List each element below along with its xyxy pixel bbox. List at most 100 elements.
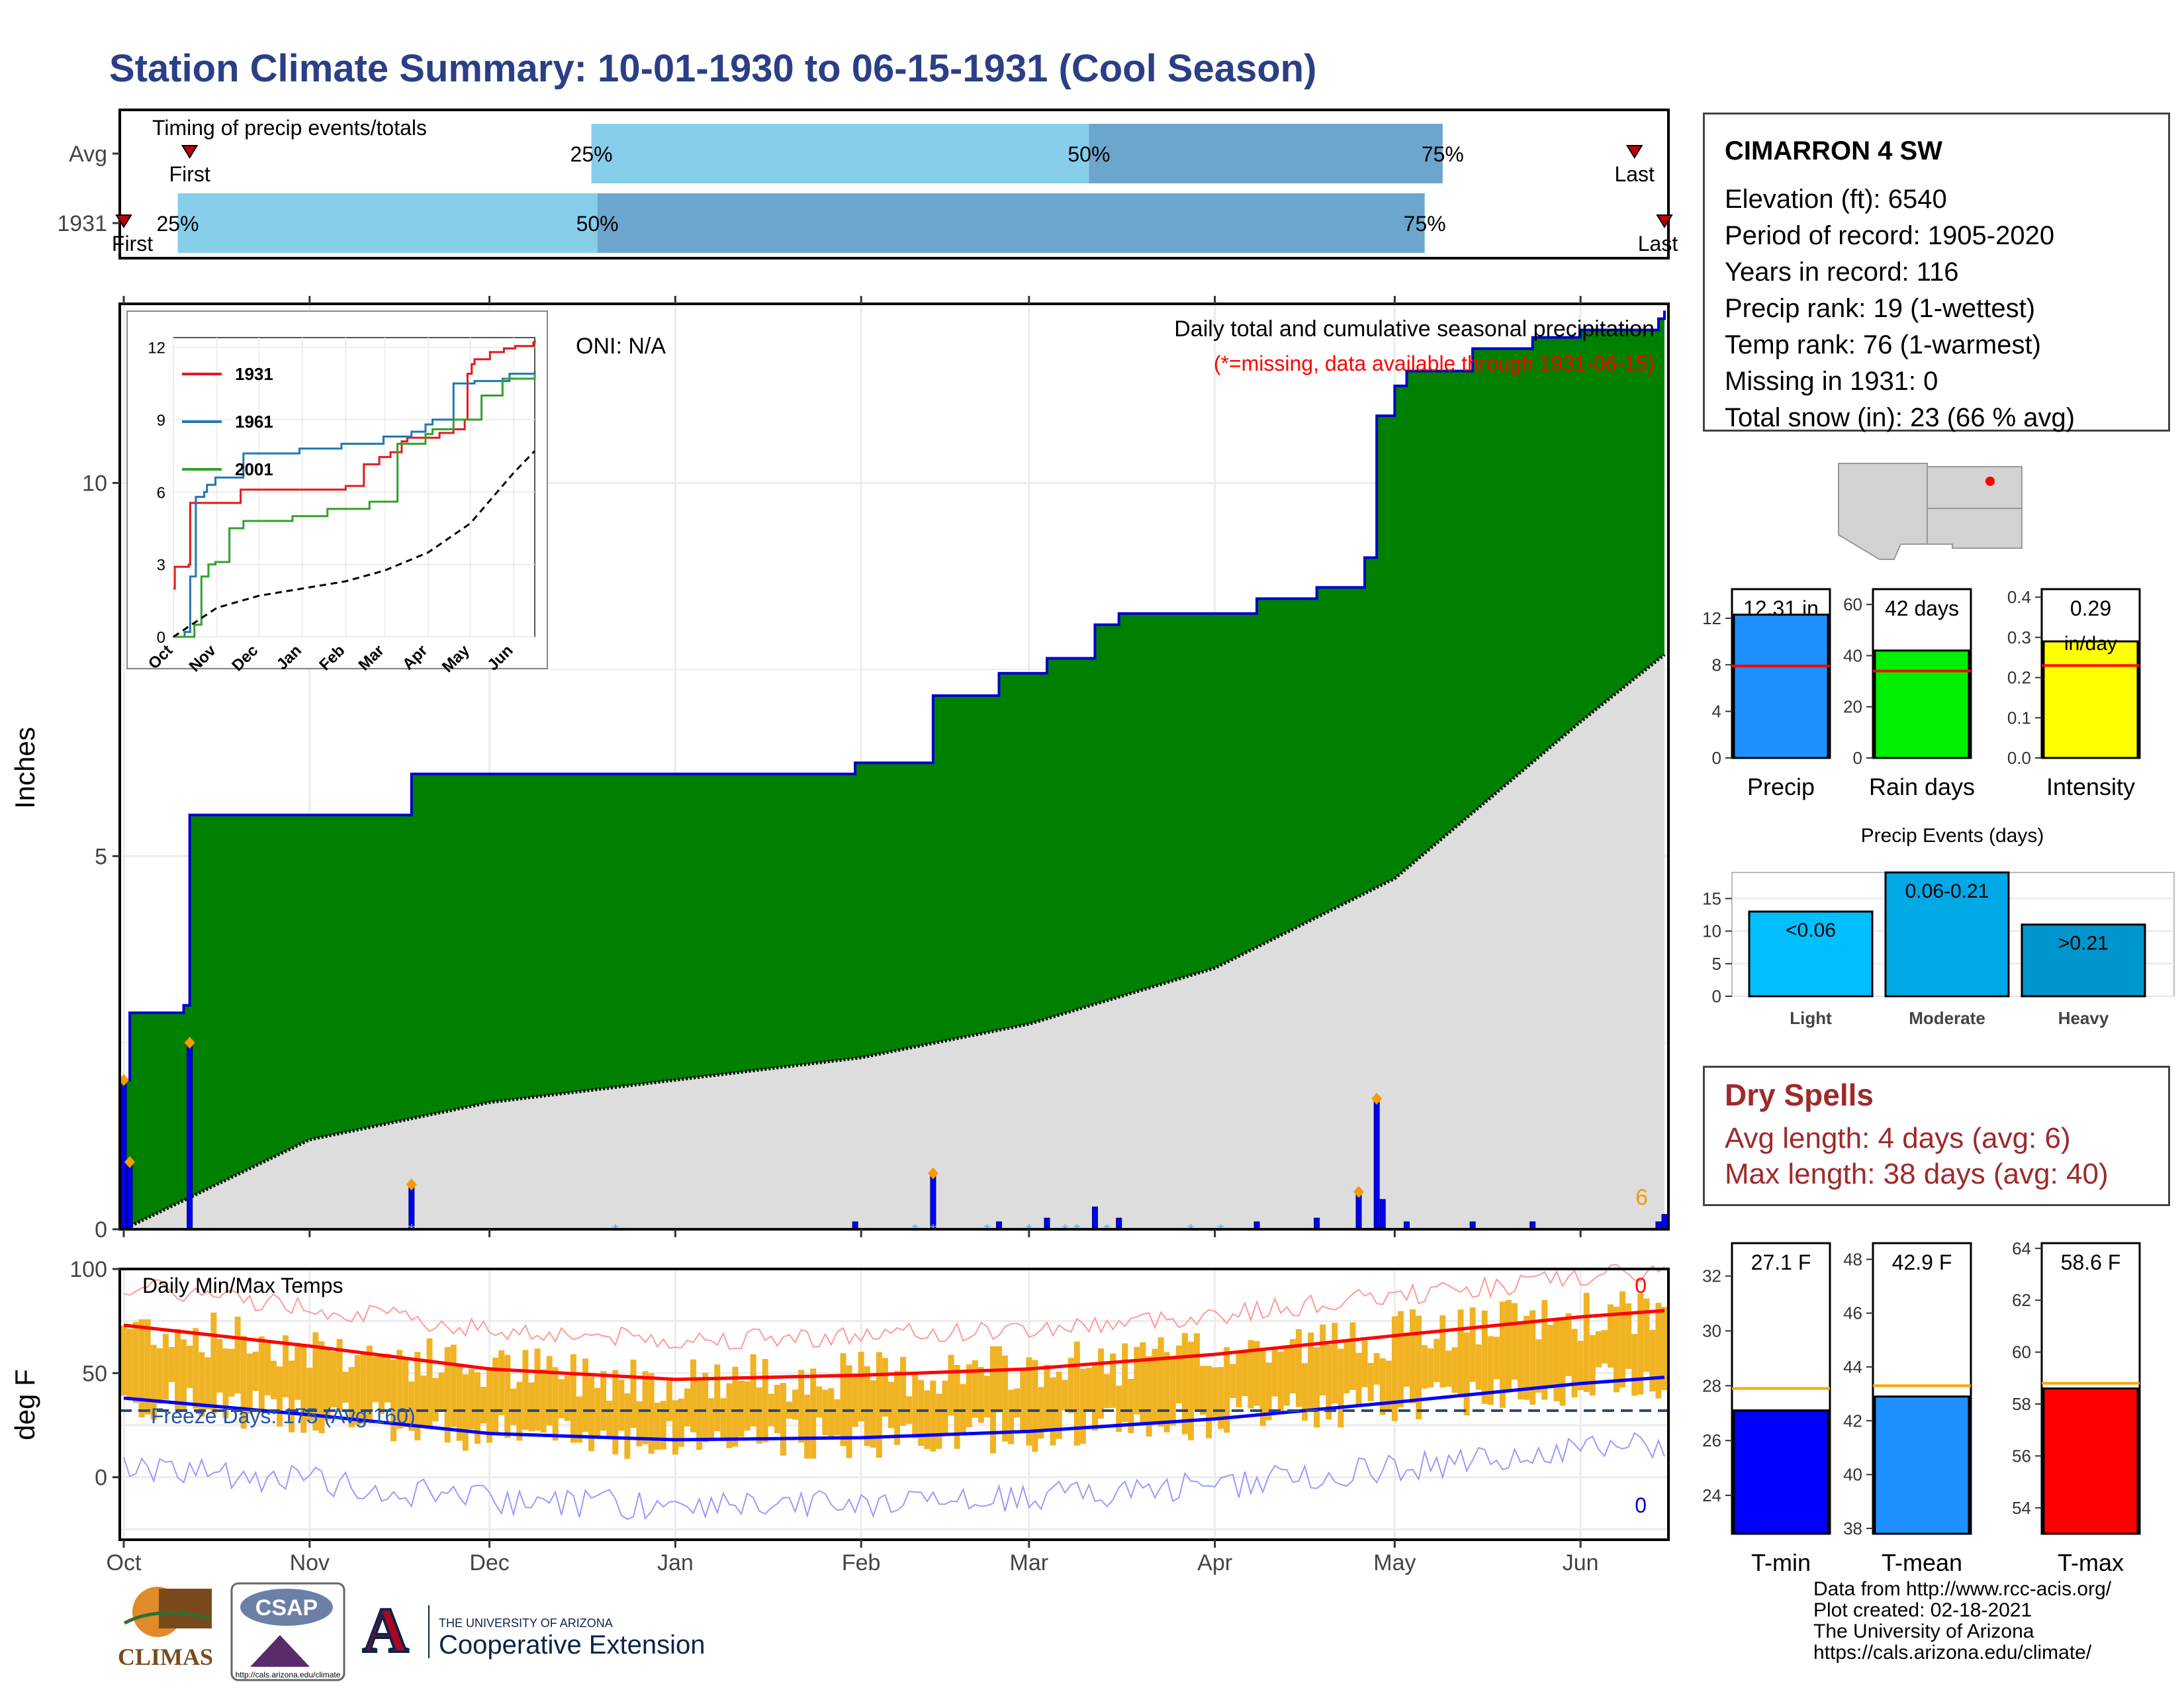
- daily-temp-bar: [1187, 1341, 1194, 1440]
- temp-y-tick-label: 100: [69, 1257, 107, 1282]
- cumulative-precip-line: [124, 310, 1666, 1082]
- daily-temp-bar: [264, 1343, 271, 1396]
- inset-y-tick: 9: [157, 412, 165, 430]
- precip-total-tick-label: 8: [1712, 655, 1721, 675]
- daily-temp-bar: [887, 1382, 894, 1429]
- daily-temp-bar: [948, 1354, 954, 1416]
- daily-temp-bar: [1175, 1345, 1182, 1404]
- daily-temp-bar: [432, 1378, 439, 1422]
- tmean-tick-label: 28: [1702, 1376, 1721, 1395]
- daily-temp-bar: [438, 1372, 445, 1412]
- csap-text: CSAP: [255, 1595, 318, 1620]
- daily-temp-bar: [1212, 1367, 1218, 1417]
- month-label: Jun: [1563, 1550, 1599, 1575]
- daily-temp-bar: [936, 1393, 942, 1449]
- daily-temp-bar: [462, 1374, 469, 1451]
- daily-temp-bar: [1002, 1355, 1009, 1442]
- daily-temp-bar: [618, 1380, 625, 1431]
- ua-line1: THE UNIVERSITY OF ARIZONA: [439, 1617, 613, 1630]
- daily-temp-bar: [1385, 1360, 1392, 1410]
- daily-temp-bar: [1535, 1339, 1542, 1393]
- tmean-tick-label: 56: [2012, 1446, 2031, 1466]
- daily-temp-bar: [468, 1368, 475, 1430]
- daily-temp-bar: [336, 1338, 343, 1413]
- daily-temp-bar: [576, 1396, 582, 1443]
- daily-temp-bar: [1295, 1329, 1302, 1407]
- daily-temp-bar: [1355, 1352, 1362, 1405]
- events-tick-label: 10: [1702, 921, 1721, 941]
- intensity-bar: [2042, 640, 2139, 759]
- inset-y-tick: 0: [157, 629, 165, 647]
- daily-temp-bar: [1428, 1348, 1434, 1387]
- daily-temp-bar: [1571, 1329, 1578, 1398]
- tmean-name: T-max: [2058, 1549, 2124, 1576]
- timing-label: Timing of precip events/totals: [152, 116, 427, 140]
- tmean-tick-label: 48: [1843, 1249, 1862, 1269]
- tmean-bar: [1733, 1409, 1829, 1535]
- events-tick-label: 15: [1702, 888, 1721, 908]
- daily-temp-bar: [672, 1400, 678, 1455]
- daily-temp-bar: [1224, 1347, 1230, 1433]
- tmean-tick-label: 24: [1702, 1485, 1721, 1505]
- inset-series-average: [173, 450, 536, 638]
- tmean-tick-label: 44: [1843, 1357, 1862, 1377]
- daily-temp-bar: [864, 1366, 870, 1446]
- daily-temp-bar: [324, 1349, 331, 1421]
- inset-legend-label: 1931: [235, 364, 273, 384]
- climas-logo: CLIMAS: [118, 1587, 213, 1670]
- daily-temp-bar: [1062, 1380, 1068, 1411]
- daily-precip-bar: [187, 1042, 193, 1230]
- daily-temp-bar: [1499, 1301, 1506, 1408]
- events-bar-label: <0.06: [1786, 919, 1836, 941]
- daily-temp-bar: [1463, 1332, 1470, 1416]
- daily-temp-bar: [942, 1380, 948, 1434]
- daily-temp-bar: [210, 1312, 217, 1414]
- daily-temp-bar: [558, 1379, 565, 1419]
- daily-precip-marker: [927, 1167, 938, 1180]
- daily-temp-bar: [1614, 1306, 1620, 1393]
- intensity-tick-label: 0.2: [2007, 668, 2031, 688]
- daily-temp-bar: [1073, 1341, 1080, 1446]
- precip-events-chart: Precip Events (days) 0 5 10 15 <0.06 Light 0.0…: [1702, 825, 2175, 1028]
- daily-temp-bar: [930, 1380, 936, 1452]
- daily-temp-bar: [1308, 1333, 1314, 1411]
- daily-temp-bar: [870, 1380, 876, 1448]
- daily-temp-bar: [924, 1390, 931, 1450]
- month-label: May: [1373, 1550, 1416, 1575]
- credit-url: https://cals.arizona.edu/climate/: [1813, 1642, 2092, 1664]
- daily-temp-bar: [1193, 1333, 1200, 1410]
- daily-temp-bar: [1277, 1351, 1284, 1411]
- events-title: Precip Events (days): [1861, 825, 2044, 847]
- daily-temp-bar: [744, 1381, 751, 1431]
- daily-temp-bar: [420, 1375, 427, 1426]
- daily-temp-bar: [1661, 1307, 1668, 1391]
- events-tick-label: 5: [1712, 954, 1721, 974]
- daily-temp-bar: [1361, 1340, 1368, 1387]
- daily-temp-bar: [162, 1334, 169, 1400]
- daily-precip-marker: [1371, 1092, 1383, 1105]
- daily-temp-bar: [1332, 1323, 1338, 1403]
- daily-temp-bar: [480, 1387, 487, 1424]
- tmean-tick-label: 64: [2012, 1239, 2031, 1258]
- daily-temp-bar: [1524, 1315, 1530, 1400]
- daily-temp-bar: [1607, 1304, 1614, 1368]
- tmean-tick-label: 46: [1843, 1303, 1862, 1323]
- daily-temp-bar: [1079, 1368, 1086, 1444]
- daily-temp-bar: [708, 1398, 715, 1440]
- daily-temp-bar: [792, 1389, 799, 1420]
- daily-precip-bar: [126, 1162, 133, 1230]
- freeze-days-label: Freeze Days: 175 (Avg:160): [151, 1404, 416, 1428]
- tmean-tick-label: 30: [1702, 1321, 1721, 1341]
- tmean-bar: [1874, 1395, 1970, 1535]
- daily-temp-bar: [1583, 1293, 1590, 1392]
- daily-temp-bar: [624, 1393, 631, 1459]
- first-event-label: First: [169, 162, 210, 186]
- timing-row-label: 1931: [57, 211, 107, 236]
- daily-temp-bar: [828, 1388, 835, 1439]
- timing-panel: Timing of precip events/totals Avg 25% 50%…: [57, 109, 1678, 259]
- precip-total-value-label: 12.31 in: [1743, 596, 1819, 620]
- daily-temp-bar: [570, 1354, 576, 1443]
- tmean-tick-label: 58: [2012, 1394, 2031, 1414]
- daily-temp-bar: [295, 1342, 301, 1400]
- tmean-value-label: 27.1 F: [1751, 1250, 1811, 1274]
